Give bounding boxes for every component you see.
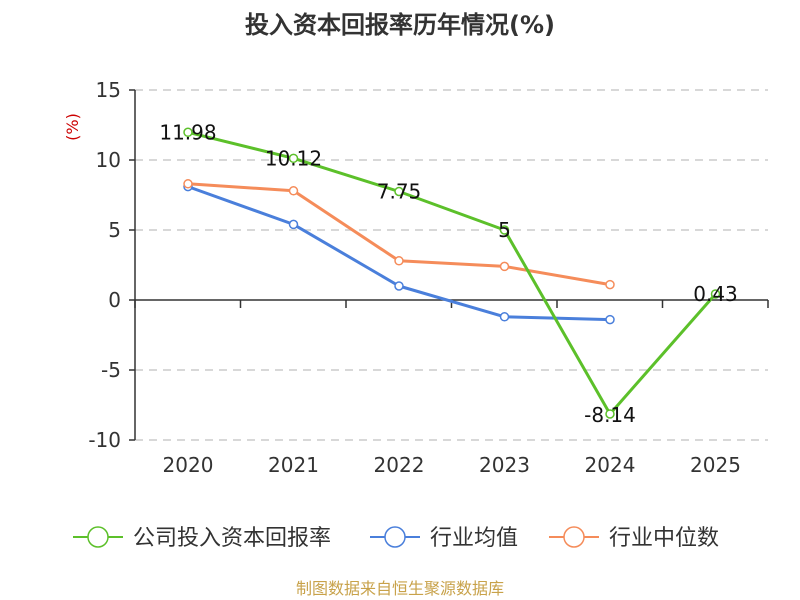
legend-marker xyxy=(87,526,109,548)
legend-label: 行业中位数 xyxy=(609,526,719,551)
data-point xyxy=(288,219,299,230)
series-0 xyxy=(183,127,721,419)
legend-marker xyxy=(563,526,585,548)
series-1 xyxy=(183,181,615,325)
data-point xyxy=(605,409,615,419)
x-tick-label: 2022 xyxy=(374,453,425,477)
data-point xyxy=(288,186,299,196)
data-point xyxy=(499,261,510,272)
x-tick-label: 2020 xyxy=(163,453,214,477)
series-lines xyxy=(183,127,721,419)
data-point xyxy=(710,289,721,299)
data-label: 10.12 xyxy=(265,146,322,170)
series-2 xyxy=(183,179,615,290)
data-point xyxy=(605,314,615,325)
legend: 公司投入资本回报率 行业均值 行业中位数 xyxy=(73,526,719,551)
y-tick-label: -5 xyxy=(101,358,121,382)
data-label: 0.43 xyxy=(693,282,738,306)
data-point xyxy=(394,281,404,291)
data-label: 7.75 xyxy=(377,180,422,204)
y-tick-label: -10 xyxy=(88,428,121,452)
x-tick-label: 2024 xyxy=(585,453,636,477)
data-point xyxy=(288,153,299,164)
data-label: -8.14 xyxy=(584,403,636,427)
series-line xyxy=(187,130,717,416)
data-point xyxy=(605,279,615,290)
data-point xyxy=(394,186,404,197)
axes: 15 10 5 0 -5 -10 2020 2021 2022 2023 2024 2025 xyxy=(88,78,769,477)
legend-label: 公司投入资本回报率 xyxy=(133,526,331,551)
y-tick-label: 15 xyxy=(96,78,121,102)
legend-item-0: 公司投入资本回报率 xyxy=(73,526,331,551)
y-axis-unit: (%) xyxy=(63,113,82,141)
data-label: 11.98 xyxy=(159,120,216,144)
legend-marker xyxy=(384,526,406,548)
data-point xyxy=(183,179,193,189)
data-labels: 11.98 10.12 7.75 5 -8.14 0.43 xyxy=(159,120,737,427)
data-point xyxy=(499,225,510,235)
y-tick-label: 0 xyxy=(108,288,121,312)
source-note: 制图数据来自恒生聚源数据库 xyxy=(296,579,504,598)
y-tick-label: 5 xyxy=(108,218,121,242)
data-point xyxy=(183,127,193,138)
x-tick-label: 2021 xyxy=(268,453,319,477)
legend-item-2: 行业中位数 xyxy=(549,526,719,551)
legend-item-1: 行业均值 xyxy=(370,526,518,551)
y-tick-label: 10 xyxy=(96,148,121,172)
data-point xyxy=(499,312,510,322)
data-point xyxy=(394,256,404,266)
data-label: 5 xyxy=(498,218,511,242)
grid-lines xyxy=(135,89,768,441)
x-tick-label: 2023 xyxy=(479,453,530,477)
chart-title: 投入资本回报率历年情况(%) xyxy=(245,11,555,39)
x-tick-label: 2025 xyxy=(690,453,741,477)
legend-label: 行业均值 xyxy=(430,526,518,551)
